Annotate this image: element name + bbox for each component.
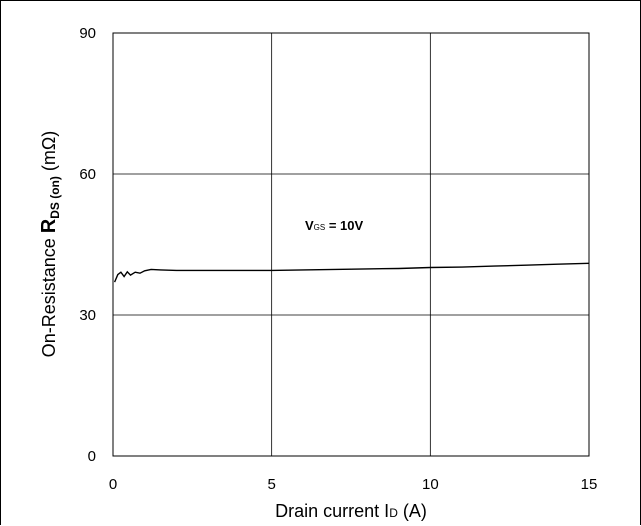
x-tick-labels: 0 5 10 15	[109, 476, 598, 493]
series-group	[113, 262, 590, 283]
y-tick-label: 30	[79, 307, 96, 324]
y-axis-label: On-Resistance RDS (on) (mΩ)	[38, 131, 62, 358]
x-axis-label: Drain current ID (A)	[275, 501, 427, 521]
y-tick-labels: 0 30 60 90	[79, 25, 96, 465]
y-tick-label: 90	[79, 25, 96, 42]
plot-area	[112, 32, 590, 457]
vgs-annotation: VGS = 10V	[305, 218, 364, 233]
grid	[112, 32, 590, 457]
y-tick-label: 60	[79, 166, 96, 183]
x-tick-label: 15	[581, 476, 598, 493]
y-tick-label: 0	[88, 448, 96, 465]
x-tick-label: 0	[109, 476, 117, 493]
series-line	[113, 262, 590, 283]
x-tick-label: 10	[422, 476, 439, 493]
x-tick-label: 5	[267, 476, 275, 493]
